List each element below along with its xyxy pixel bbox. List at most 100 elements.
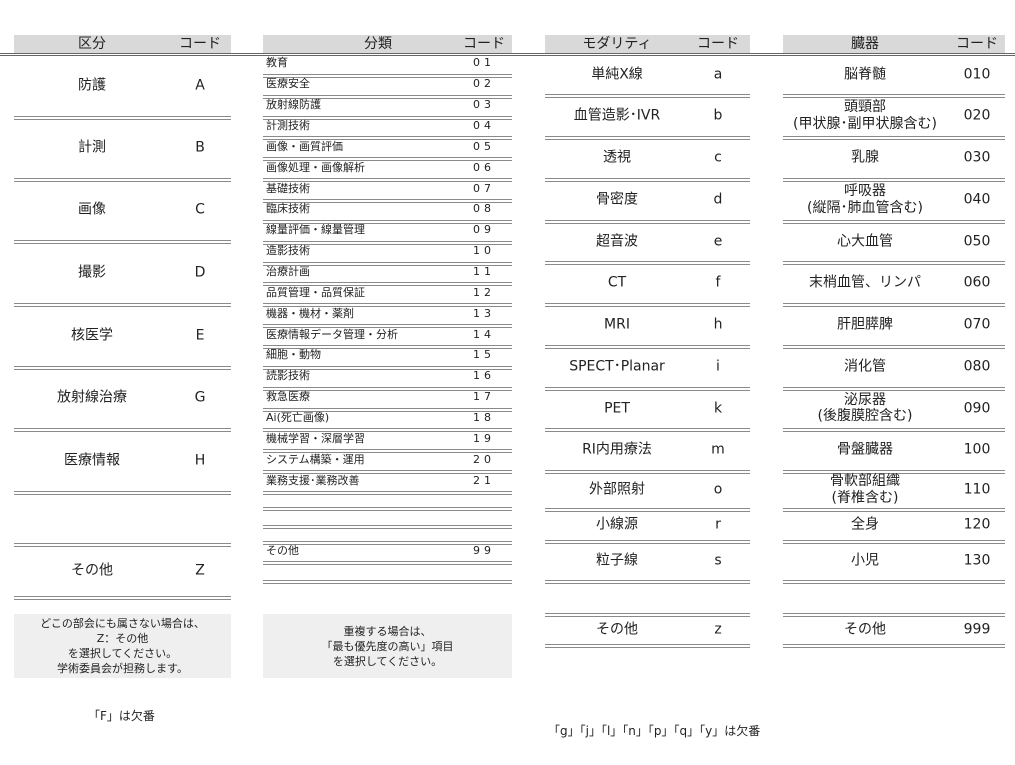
row-name: 医療安全 — [266, 77, 310, 91]
row-name: CT — [607, 274, 627, 291]
row-code: 070 — [963, 316, 991, 333]
column-header-code: コード — [179, 36, 221, 52]
row-name: SPECT･Planar — [569, 358, 665, 375]
row-code: 15 — [473, 348, 495, 362]
row-code: 130 — [963, 552, 991, 569]
note-line: Z：その他 — [96, 632, 149, 645]
organ-row: 末梢血管、リンパ 060 — [783, 263, 1005, 307]
note-line: を選択してください。 — [67, 647, 178, 660]
row-code: k — [713, 400, 723, 417]
bunrui-row: 造影技術 10 — [263, 243, 512, 266]
row-name: 乳腺 — [851, 149, 879, 166]
modality-row: 外部照射 o — [545, 472, 750, 512]
row-code: 04 — [473, 119, 495, 133]
row-name: 骨密度 — [596, 191, 638, 208]
row-code: A — [195, 77, 205, 94]
row-code: z — [714, 621, 722, 638]
row-name: 計測技術 — [266, 119, 310, 133]
row-name: 画像・画質評価 — [266, 139, 343, 153]
bunrui-row: 読影技術 16 — [263, 368, 512, 391]
row-name: システム構築・運用 — [266, 452, 365, 466]
row-name: 消化管 — [844, 358, 886, 375]
kubun-row: 計測 B — [14, 118, 231, 182]
bunrui-row: 計測技術 04 — [263, 118, 512, 141]
header-divider — [0, 53, 1015, 56]
row-name: その他 — [844, 621, 886, 638]
row-name: その他 — [71, 562, 113, 579]
row-name: 造影技術 — [266, 244, 310, 258]
row-code: 09 — [473, 223, 495, 237]
row-name: 核医学 — [71, 327, 113, 344]
row-code: 030 — [963, 149, 991, 166]
organ-row: 頭頸部 (甲状腺･副甲状腺含む) 020 — [783, 96, 1005, 140]
modality-row: RI内用療法 m — [545, 430, 750, 474]
organ-row: 骨軟部組織 (脊椎含む) 110 — [783, 472, 1005, 512]
row-name: MRI — [604, 316, 630, 333]
modality-row: CT f — [545, 263, 750, 307]
row-code: 010 — [963, 66, 991, 83]
modality-row: 透視 c — [545, 138, 750, 182]
bunrui-row: 臨床技術 08 — [263, 201, 512, 224]
row-code: i — [716, 358, 720, 375]
row-code: r — [715, 516, 721, 533]
organ-row: 呼吸器 (縦隔･肺血管含む) 040 — [783, 180, 1005, 224]
row-code: h — [713, 316, 723, 333]
row-code: 10 — [473, 244, 495, 258]
row-name: 頭頸部 (甲状腺･副甲状腺含む) — [793, 99, 937, 132]
row-code: 080 — [963, 358, 991, 375]
column-header-name: 区分 — [78, 36, 106, 52]
row-name: 肝胆膵脾 — [837, 316, 893, 333]
modality-header: モダリティ コード — [545, 35, 750, 53]
row-code: B — [195, 139, 205, 156]
row-code: 18 — [473, 411, 495, 425]
row-code: 08 — [473, 202, 495, 216]
row-name: 防護 — [78, 77, 106, 94]
bunrui-row: 品質管理・品質保証 12 — [263, 284, 512, 308]
row-name: 脳脊髄 — [844, 66, 886, 83]
row-name: 救急医療 — [266, 390, 310, 404]
organ-row: 骨盤臓器 100 — [783, 430, 1005, 474]
row-name: RI内用療法 — [582, 441, 652, 458]
organ-row — [783, 582, 1005, 617]
kubun-row: 画像 C — [14, 180, 231, 244]
note-line: 学術委員会が担務します。 — [57, 662, 188, 675]
organ-row: 全身 120 — [783, 510, 1005, 544]
row-code: 13 — [473, 306, 495, 320]
row-code: f — [715, 274, 721, 291]
row-name: その他 — [266, 544, 299, 558]
column-header-code: コード — [463, 36, 505, 52]
modality-row: その他 z — [545, 615, 750, 648]
organ-row: 乳腺 030 — [783, 138, 1005, 182]
modality-row — [545, 582, 750, 617]
row-code: 050 — [963, 233, 991, 250]
row-code: 02 — [473, 77, 495, 91]
row-name: 基礎技術 — [266, 181, 310, 195]
row-code: 14 — [473, 327, 495, 341]
column-header-name: 臓器 — [851, 36, 879, 52]
row-name: 業務支援･業務改善 — [266, 473, 360, 487]
bunrui-row: 教育 01 — [263, 55, 512, 78]
row-name: その他 — [596, 621, 638, 638]
kubun-header: 区分 コード — [14, 35, 231, 53]
bunrui-row: 医療安全 02 — [263, 76, 512, 99]
row-code: 040 — [963, 191, 991, 208]
organ-row: その他 999 — [783, 615, 1005, 648]
row-name: 呼吸器 (縦隔･肺血管含む) — [807, 183, 923, 216]
bunrui-row: 細胞・動物 15 — [263, 347, 512, 370]
row-code: 020 — [963, 107, 991, 124]
row-name: 放射線治療 — [57, 389, 127, 406]
organ-header: 臓器 コード — [783, 35, 1005, 53]
row-code: G — [194, 389, 206, 406]
row-code: C — [195, 201, 205, 218]
kubun-footnote: 「F」は欠番 — [88, 709, 155, 723]
row-name: 臨床技術 — [266, 202, 310, 216]
row-name: 品質管理・品質保証 — [266, 285, 365, 299]
bunrui-row: 基礎技術 07 — [263, 180, 512, 204]
row-code: b — [713, 107, 723, 124]
row-name: 医療情報データ管理・分析 — [266, 327, 398, 341]
row-code: 07 — [473, 181, 495, 195]
row-code: o — [713, 481, 723, 498]
bunrui-row — [263, 509, 512, 529]
kubun-row: 撮影 D — [14, 242, 231, 307]
row-code: E — [195, 327, 205, 344]
